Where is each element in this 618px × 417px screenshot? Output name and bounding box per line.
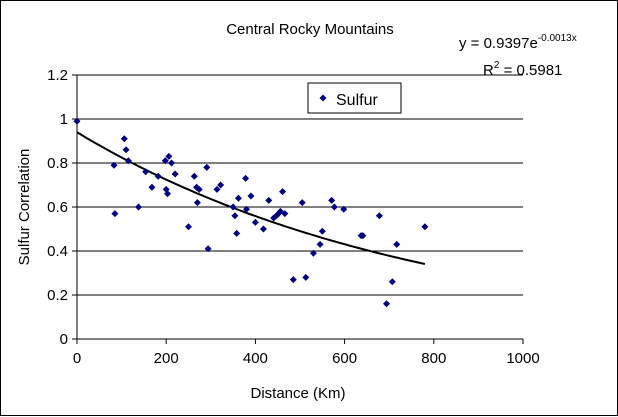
data-point-2 xyxy=(111,210,119,218)
data-point-8 xyxy=(148,183,156,191)
y-tick-label-3: 0.6 xyxy=(47,199,68,216)
data-point-28 xyxy=(234,194,242,202)
y-tick-label-5: 1 xyxy=(60,111,68,128)
data-point-45 xyxy=(316,240,324,248)
data-points xyxy=(73,117,429,308)
data-point-41 xyxy=(289,276,297,284)
data-point-21 xyxy=(203,163,211,171)
data-point-42 xyxy=(298,199,306,207)
data-point-26 xyxy=(231,212,239,220)
data-point-44 xyxy=(309,249,317,257)
data-point-52 xyxy=(375,212,383,220)
data-point-5 xyxy=(124,157,132,165)
data-point-22 xyxy=(204,245,212,253)
data-point-1 xyxy=(110,161,118,169)
x-tick-label-4: 800 xyxy=(421,350,446,367)
data-point-30 xyxy=(242,205,250,213)
data-point-49 xyxy=(340,205,348,213)
data-point-14 xyxy=(168,159,176,167)
data-point-55 xyxy=(393,240,401,248)
data-point-17 xyxy=(190,172,198,180)
y-tick-label-6: 1.2 xyxy=(47,67,68,84)
x-tick-label-5: 1000 xyxy=(506,350,539,367)
data-point-51 xyxy=(359,232,367,240)
trendline xyxy=(76,131,426,265)
data-point-16 xyxy=(185,223,192,231)
trendline-r2: R2 = 0.5981 xyxy=(483,60,562,79)
x-tick-label-3: 600 xyxy=(332,350,357,367)
data-point-9 xyxy=(154,172,162,180)
r2-superscript: 2 xyxy=(494,60,500,71)
data-point-32 xyxy=(251,218,259,226)
data-point-10 xyxy=(161,157,169,165)
gridlines xyxy=(77,74,523,296)
data-point-7 xyxy=(142,168,150,176)
data-point-48 xyxy=(330,203,338,211)
data-point-23 xyxy=(213,185,221,193)
data-point-19 xyxy=(193,199,201,207)
legend-label: Sulfur xyxy=(336,92,378,109)
data-point-40 xyxy=(281,210,289,218)
data-point-54 xyxy=(388,278,396,286)
data-point-29 xyxy=(242,174,250,182)
trendline-equation: y = 0.9397e-0.0013x xyxy=(459,33,577,52)
data-point-47 xyxy=(328,196,336,204)
x-axis-label: Distance (Km) xyxy=(250,385,345,402)
y-axis-label: Sulfur Correlation xyxy=(16,149,33,266)
data-point-3 xyxy=(120,135,128,143)
data-point-46 xyxy=(318,227,326,235)
tick-labels: 0 0.2 0.4 0.6 0.8 1 1.2 0 200 400 600 800 1000 xyxy=(47,67,540,367)
y-tick-label-1: 0.2 xyxy=(47,287,68,304)
y-tick-label-0: 0 xyxy=(60,331,68,348)
data-point-34 xyxy=(265,196,273,204)
data-point-13 xyxy=(165,152,173,160)
x-tick-label-0: 0 xyxy=(73,350,81,367)
data-point-39 xyxy=(279,188,287,196)
axes xyxy=(72,74,524,344)
data-point-12 xyxy=(164,190,172,198)
data-point-25 xyxy=(229,203,237,211)
data-point-33 xyxy=(259,225,267,233)
trendline-equation-exponent: -0.0013x xyxy=(538,33,577,44)
data-point-27 xyxy=(233,229,241,237)
y-tick-label-2: 0.4 xyxy=(47,243,68,260)
y-tick-label-4: 0.8 xyxy=(47,155,68,172)
legend: Sulfur xyxy=(307,82,402,114)
chart-title: Central Rocky Mountains xyxy=(226,21,394,38)
data-point-31 xyxy=(247,192,255,200)
data-point-24 xyxy=(217,181,225,189)
data-point-0 xyxy=(73,117,81,125)
data-point-20 xyxy=(195,185,203,193)
data-point-53 xyxy=(383,300,391,308)
legend-marker xyxy=(319,94,327,102)
data-point-6 xyxy=(135,203,143,211)
data-point-4 xyxy=(122,146,130,154)
trendline-equation-base: y = 0.9397e xyxy=(459,35,538,52)
x-tick-label-2: 400 xyxy=(243,350,268,367)
data-point-56 xyxy=(421,223,429,231)
data-point-15 xyxy=(171,170,179,178)
x-tick-label-1: 200 xyxy=(154,350,179,367)
r2-label: R xyxy=(483,62,494,79)
trendline-curve xyxy=(76,131,426,265)
data-point-43 xyxy=(302,273,310,281)
r2-value: = 0.5981 xyxy=(499,62,562,79)
